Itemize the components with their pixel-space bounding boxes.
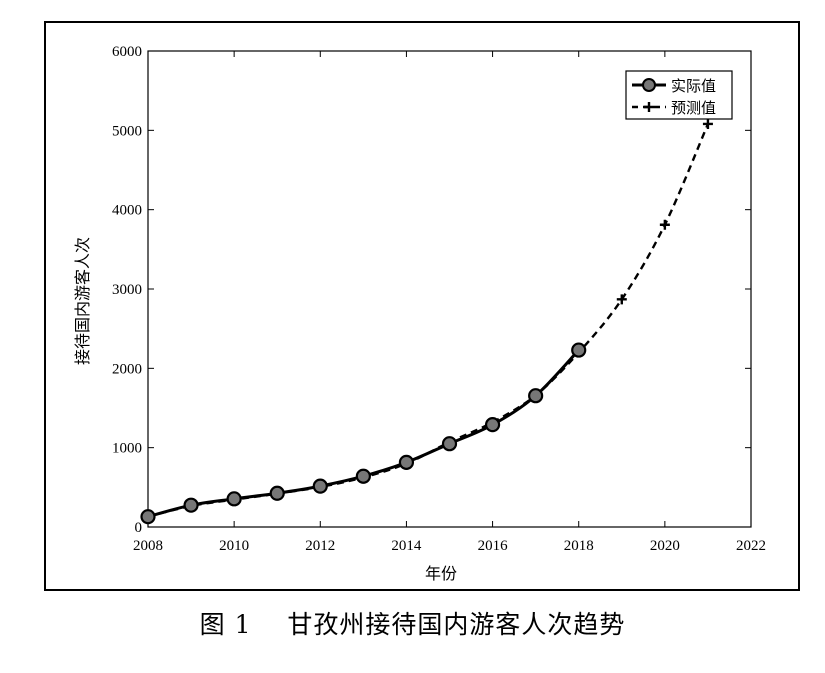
x-axis-label: 年份 <box>425 564 457 583</box>
x-tick-label: 2008 <box>133 538 163 554</box>
series-actual-point <box>398 454 415 470</box>
legend-actual-marker <box>642 78 656 92</box>
figure-number: 图 1 <box>199 610 252 639</box>
plot-area-box <box>147 50 752 528</box>
figure-caption: 图 1 甘孜州接待国内游客人次趋势 <box>0 605 825 641</box>
x-tick-label: 2010 <box>219 538 249 554</box>
series-predicted-point <box>616 294 627 305</box>
figure-frame: 2008 2010 2012 2014 2016 2018 2020 2022 0 1000 200… <box>44 21 800 591</box>
series-predicted-point <box>702 118 713 129</box>
series-actual-point <box>269 485 285 501</box>
line-chart: 2008 2010 2012 2014 2016 2018 2020 2022 0 1000 200… <box>73 44 766 583</box>
series-actual-point <box>528 388 544 404</box>
x-tick-label: 2020 <box>650 538 680 554</box>
legend-actual-label: 实际值 <box>671 77 716 95</box>
series-predicted-point <box>659 219 670 230</box>
series-actual-line <box>147 349 580 519</box>
series-actual-point <box>571 342 587 358</box>
legend-predicted-marker <box>644 102 654 112</box>
y-tick-label: 5000 <box>112 123 142 139</box>
y-axis-label: 接待国内游客人次 <box>73 237 92 365</box>
x-tick-label: 2014 <box>391 538 422 554</box>
series-actual-point <box>355 468 371 484</box>
x-tick-label: 2016 <box>478 538 509 554</box>
y-tick-label: 2000 <box>112 361 142 377</box>
y-tick-label: 0 <box>135 520 143 536</box>
x-tick-label: 2018 <box>564 538 594 554</box>
series-predicted-line <box>147 123 710 518</box>
x-tick-label: 2022 <box>736 538 766 554</box>
series-actual-point <box>183 497 199 513</box>
figure-title: 甘孜州接待国内游客人次趋势 <box>287 610 626 639</box>
legend-box <box>625 70 733 120</box>
series-actual-point <box>312 478 328 494</box>
y-tick-label: 4000 <box>112 203 142 219</box>
legend-predicted-label: 预测值 <box>671 99 716 117</box>
y-tick-label: 1000 <box>112 441 142 457</box>
series-actual-point <box>140 509 156 525</box>
series-actual-point <box>441 436 458 452</box>
series-actual-point <box>226 491 242 507</box>
y-tick-label: 6000 <box>112 44 142 60</box>
x-tick-label: 2012 <box>305 538 335 554</box>
y-tick-label: 3000 <box>112 282 142 298</box>
series-actual-point <box>484 417 501 433</box>
